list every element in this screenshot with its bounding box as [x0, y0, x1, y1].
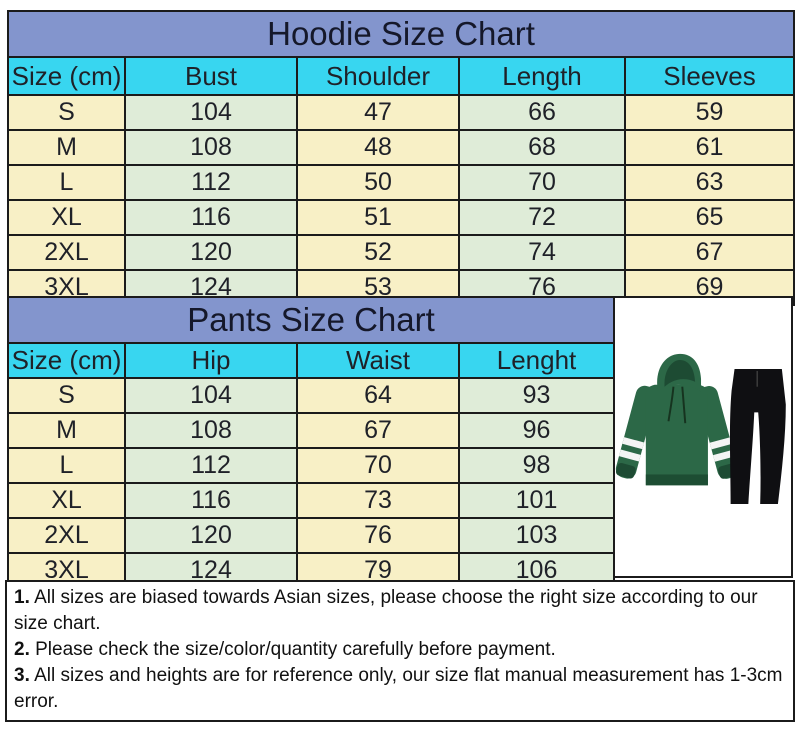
table-row: 2XL 120 52 74 67: [7, 234, 796, 271]
table-cell: 63: [623, 164, 796, 201]
table-cell: 103: [458, 517, 615, 554]
table-cell: 104: [124, 377, 298, 414]
table-cell: 112: [124, 447, 298, 484]
table-cell: 116: [124, 199, 298, 236]
table-cell: 96: [458, 412, 615, 449]
column-header: Sleeves: [623, 56, 796, 96]
column-header: Size (cm): [7, 342, 126, 379]
table-cell: 70: [296, 447, 460, 484]
table-cell: 67: [296, 412, 460, 449]
table-cell: M: [7, 129, 126, 166]
note-text: Please check the size/color/quantity car…: [29, 639, 556, 660]
note-text: All sizes are biased towards Asian sizes…: [14, 587, 758, 634]
table-row: Pants Size Chart: [7, 296, 615, 344]
table-row: S 104 64 93: [7, 377, 615, 414]
table-row: L 112 70 98: [7, 447, 615, 484]
table-cell: 104: [124, 94, 298, 131]
table-cell: 48: [296, 129, 460, 166]
table-cell: S: [7, 94, 126, 131]
table-row: S 104 47 66 59: [7, 94, 796, 131]
table-cell: 61: [623, 129, 796, 166]
hoodie-and-pants-graphic: [615, 353, 786, 505]
table-cell: 93: [458, 377, 615, 414]
table-cell: M: [7, 412, 126, 449]
note-text: All sizes and heights are for reference …: [14, 665, 783, 712]
hoodie-hem: [645, 474, 708, 486]
note-number: 3.: [14, 665, 30, 686]
table-cell: 108: [124, 412, 298, 449]
hoodie-body: [645, 384, 708, 486]
table-cell: 2XL: [7, 517, 126, 554]
table-row: M 108 67 96: [7, 412, 615, 449]
table-cell: 50: [296, 164, 460, 201]
table-row: L 112 50 70 63: [7, 164, 796, 201]
column-header: Shoulder: [296, 56, 460, 96]
table-cell: 112: [124, 164, 298, 201]
table-cell: 68: [458, 129, 626, 166]
table-row: Hoodie Size Chart: [6, 10, 796, 58]
table-cell: 98: [458, 447, 615, 484]
pants-size-table: Pants Size Chart Size (cm) Hip Waist Len…: [7, 296, 615, 589]
table-cell: 72: [458, 199, 626, 236]
column-header: Length: [458, 56, 626, 96]
table-cell: 120: [124, 517, 298, 554]
column-header: Lenght: [458, 342, 615, 379]
hoodie-size-table: Hoodie Size Chart Size (cm) Bust Shoulde…: [6, 10, 796, 306]
note-number: 2.: [14, 639, 30, 660]
table-cell: 51: [296, 199, 460, 236]
table-row: XL 116 51 72 65: [7, 199, 796, 236]
pants-silhouette: [729, 368, 786, 505]
hoodie-drawstring: [667, 386, 675, 422]
table-row: 2XL 120 76 103: [7, 517, 615, 554]
column-header: Hip: [124, 342, 298, 379]
note-number: 1.: [14, 587, 30, 608]
note-line: 2. Please check the size/color/quantity …: [14, 637, 786, 663]
hoodie-chart-title: Hoodie Size Chart: [6, 10, 796, 58]
note-line: 3. All sizes and heights are for referen…: [14, 663, 786, 715]
table-cell: S: [7, 377, 126, 414]
table-cell: 74: [458, 234, 626, 271]
table-cell: 52: [296, 234, 460, 271]
table-cell: L: [7, 164, 126, 201]
table-cell: 76: [296, 517, 460, 554]
table-cell: XL: [7, 482, 126, 519]
table-cell: XL: [7, 199, 126, 236]
table-cell: 66: [458, 94, 626, 131]
note-line: 1. All sizes are biased towards Asian si…: [14, 585, 786, 637]
product-image: [613, 296, 793, 578]
table-cell: 101: [458, 482, 615, 519]
pants-chart-title: Pants Size Chart: [7, 296, 615, 344]
table-header-row: Size (cm) Hip Waist Lenght: [7, 342, 615, 379]
table-cell: 70: [458, 164, 626, 201]
hoodie-hood-inner: [664, 360, 696, 387]
table-cell: 108: [124, 129, 298, 166]
column-header: Bust: [124, 56, 298, 96]
notes-section: 1. All sizes are biased towards Asian si…: [5, 580, 795, 722]
table-cell: 47: [296, 94, 460, 131]
table-cell: 59: [623, 94, 796, 131]
table-cell: 73: [296, 482, 460, 519]
table-cell: 120: [124, 234, 298, 271]
column-header: Size (cm): [7, 56, 126, 96]
table-cell: 2XL: [7, 234, 126, 271]
table-cell: 64: [296, 377, 460, 414]
table-row: XL 116 73 101: [7, 482, 615, 519]
table-cell: L: [7, 447, 126, 484]
table-cell: 65: [623, 199, 796, 236]
table-row: M 108 48 68 61: [7, 129, 796, 166]
table-cell: 67: [623, 234, 796, 271]
hoodie-drawstring: [681, 386, 687, 424]
table-header-row: Size (cm) Bust Shoulder Length Sleeves: [7, 56, 796, 96]
table-cell: 116: [124, 482, 298, 519]
column-header: Waist: [296, 342, 460, 379]
